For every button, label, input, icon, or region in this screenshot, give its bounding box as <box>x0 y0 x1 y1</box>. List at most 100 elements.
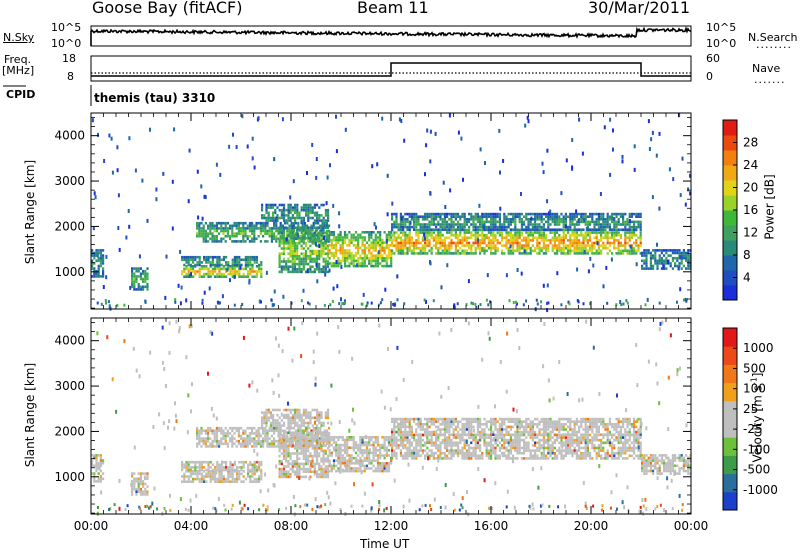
power-cell <box>481 215 484 218</box>
power-cell <box>474 236 477 240</box>
power-cell <box>596 241 599 246</box>
velocity-cell <box>343 464 347 468</box>
power-cell <box>137 282 140 286</box>
power-cell <box>264 229 267 233</box>
power-cell <box>600 218 603 221</box>
power-cell <box>293 270 297 274</box>
power-cell <box>481 241 484 245</box>
velocity-cell <box>203 477 206 481</box>
velocity-cell <box>326 436 330 440</box>
power-cell <box>95 275 98 278</box>
power-cell <box>305 214 308 217</box>
power-cell <box>432 299 435 303</box>
power-cell <box>313 236 316 240</box>
velocity-cell <box>211 442 214 446</box>
power-cell <box>226 221 229 225</box>
power-cell <box>589 256 592 261</box>
power-colorbar-tick-label: 24 <box>743 158 758 172</box>
power-cell <box>531 212 534 216</box>
power-cell <box>606 215 609 218</box>
velocity-cell <box>302 465 305 468</box>
power-cell <box>641 251 644 255</box>
power-cell <box>606 220 609 224</box>
velocity-cell <box>359 467 362 470</box>
velocity-cell <box>383 436 386 439</box>
power-cell <box>393 231 396 234</box>
velocity-cell <box>253 460 256 464</box>
power-cell <box>365 246 369 250</box>
power-cell <box>338 224 341 229</box>
power-cell <box>379 233 382 237</box>
power-cell <box>242 240 245 243</box>
velocity-cell <box>307 457 310 460</box>
velocity-cell <box>215 426 218 430</box>
velocity-cell <box>137 482 140 486</box>
velocity-cell <box>339 462 342 465</box>
velocity-cell <box>318 416 321 420</box>
velocity-cell <box>343 446 347 449</box>
power-cell <box>527 225 530 229</box>
power-cell <box>586 244 589 247</box>
power-cell <box>348 264 351 268</box>
power-cell <box>477 238 479 243</box>
power-cell <box>645 264 648 268</box>
velocity-cell <box>196 426 199 430</box>
power-cell <box>92 226 95 231</box>
power-cell <box>439 246 442 250</box>
velocity-cell <box>391 449 394 452</box>
power-cell <box>270 298 273 302</box>
velocity-cell <box>391 441 394 445</box>
velocity-cell <box>305 408 308 412</box>
power-cell <box>556 236 559 240</box>
power-ytick-label: 3000 <box>54 174 85 188</box>
velocity-cell <box>327 411 330 414</box>
power-cell <box>540 233 543 237</box>
power-cell <box>200 275 203 278</box>
power-cell <box>542 283 545 288</box>
power-cell <box>390 236 393 239</box>
power-cell <box>474 212 477 216</box>
power-cell <box>350 262 353 265</box>
power-cell <box>255 265 258 268</box>
power-cell <box>413 246 416 250</box>
power-cell <box>441 225 444 229</box>
velocity-cell <box>374 441 377 444</box>
power-cell <box>285 268 288 271</box>
power-cell <box>593 244 596 247</box>
power-cell <box>320 249 323 253</box>
power-cell <box>406 228 409 231</box>
velocity-cell <box>302 411 305 414</box>
power-cell <box>325 229 328 233</box>
power-cell <box>448 236 451 240</box>
power-cell <box>538 223 541 226</box>
power-cell <box>527 233 530 237</box>
power-cell <box>597 231 600 234</box>
power-cell <box>202 227 205 230</box>
power-cell <box>273 303 276 307</box>
velocity-cell <box>253 432 256 435</box>
velocity-cell <box>312 429 315 433</box>
power-cell <box>320 239 323 242</box>
power-cell <box>200 229 203 233</box>
power-cell <box>492 244 495 247</box>
power-cell <box>437 220 440 224</box>
velocity-cell <box>207 463 210 467</box>
power-cell <box>424 228 427 231</box>
power-cell <box>575 212 578 216</box>
power-cell <box>582 241 585 245</box>
power-cell <box>443 252 446 255</box>
power-cell <box>518 218 521 221</box>
velocity-cell <box>200 472 203 476</box>
power-cell <box>304 255 308 258</box>
power-cell <box>309 234 312 237</box>
power-cell <box>296 262 299 266</box>
velocity-cell <box>262 439 265 443</box>
power-cell <box>289 244 292 248</box>
velocity-cell <box>265 408 268 412</box>
power-cell <box>253 232 256 235</box>
power-cell <box>584 244 587 247</box>
power-cell <box>357 241 360 244</box>
power-cell <box>465 223 468 226</box>
velocity-cell <box>296 434 299 437</box>
power-cell <box>608 218 611 221</box>
